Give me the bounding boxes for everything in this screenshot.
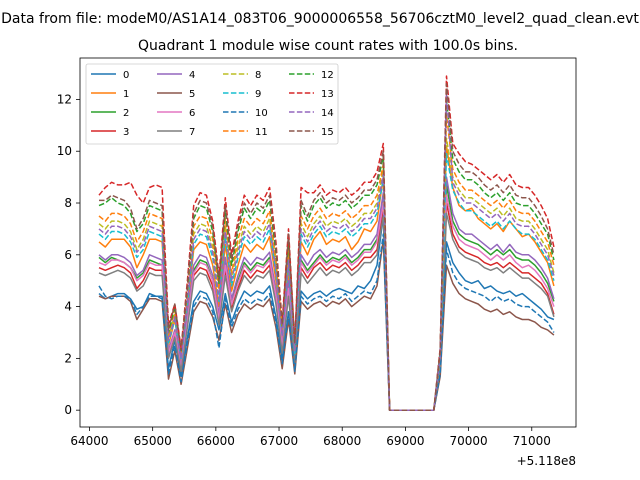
series-line-14 (98, 93, 555, 411)
x-tick-label: 70000 (449, 434, 487, 448)
legend-label-11: 11 (255, 127, 268, 138)
legend-label-7: 7 (189, 127, 195, 138)
series-line-6 (98, 194, 555, 411)
legend-frame (85, 63, 339, 145)
legend-label-12: 12 (321, 70, 334, 81)
y-tick-label: 8 (64, 196, 72, 210)
plot-frame (79, 57, 577, 428)
series-line-13 (98, 75, 555, 411)
chart-title: Quadrant 1 module wise count rates with … (138, 38, 518, 54)
x-tick-label: 66000 (197, 434, 235, 448)
y-tick-label: 4 (64, 300, 72, 314)
series-line-7 (98, 212, 555, 411)
x-tick-label: 64000 (70, 434, 108, 448)
x-tick-label: 65000 (134, 434, 172, 448)
series-layer (98, 75, 555, 411)
series-line-12 (98, 98, 555, 411)
series-line-4 (98, 176, 555, 411)
axis-ticks: 64000 65000 66000 67000 68000 69000 70000 71000… (57, 92, 551, 448)
legend-label-5: 5 (189, 89, 195, 100)
legend-label-6: 6 (189, 108, 195, 119)
legend-label-8: 8 (255, 70, 261, 81)
y-tick-label: 6 (64, 248, 72, 262)
x-tick-label: 71000 (513, 434, 551, 448)
legend-label-3: 3 (123, 127, 129, 138)
series-line-10 (98, 233, 555, 411)
x-tick-label: 69000 (386, 434, 424, 448)
legend-label-14: 14 (321, 108, 334, 119)
legend-label-1: 1 (123, 89, 129, 100)
legend-label-4: 4 (189, 70, 195, 81)
legend-label-2: 2 (123, 108, 129, 119)
y-tick-label: 10 (57, 144, 72, 158)
legend-label-9: 9 (255, 89, 261, 100)
legend-label-15: 15 (321, 127, 334, 138)
series-line-15 (99, 83, 555, 411)
x-offset-label: +5.118e8 (517, 454, 576, 468)
y-tick-label: 12 (57, 92, 72, 106)
series-line-5 (98, 238, 555, 411)
y-tick-label: 0 (64, 403, 72, 417)
legend-label-0: 0 (123, 70, 129, 81)
legend-label-13: 13 (321, 89, 334, 100)
x-tick-label: 67000 (260, 434, 298, 448)
figure-suptitle: Data from file: modeM0/AS1A14_083T06_900… (1, 11, 639, 27)
y-tick-label: 2 (64, 351, 72, 365)
x-tick-label: 68000 (323, 434, 361, 448)
legend-label-10: 10 (255, 108, 268, 119)
